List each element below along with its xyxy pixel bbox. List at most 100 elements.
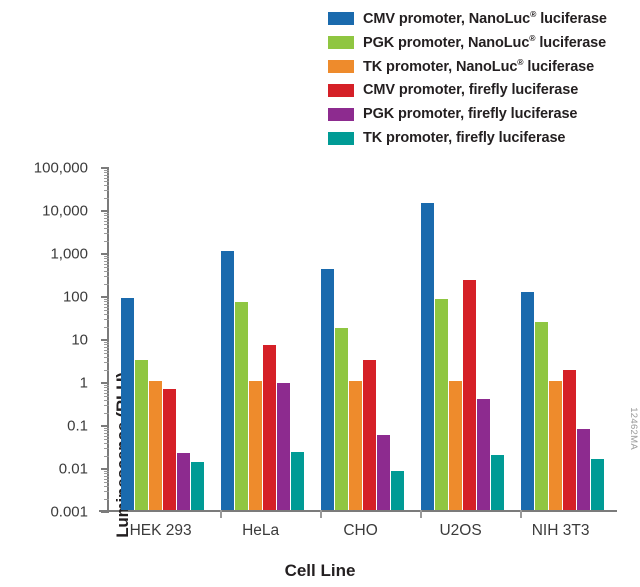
bar — [491, 455, 505, 510]
bar — [377, 435, 391, 510]
catalog-code: 12462MA — [628, 407, 639, 450]
y-axis-minor-tick — [104, 435, 109, 437]
y-axis-minor-tick — [104, 298, 109, 300]
y-axis-minor-tick — [104, 228, 109, 230]
y-axis-minor-tick — [104, 443, 109, 445]
legend-swatch — [328, 11, 354, 25]
y-axis-minor-tick — [104, 427, 109, 429]
bar — [449, 381, 463, 510]
x-axis-tick — [220, 510, 222, 518]
y-axis-major-tick — [101, 167, 109, 169]
y-axis-minor-tick — [104, 384, 109, 386]
y-axis-tick-label: 0.1 — [67, 417, 88, 435]
y-axis-minor-tick — [104, 255, 109, 257]
y-axis-tick-label: 10,000 — [42, 202, 88, 220]
y-axis-minor-tick — [104, 499, 109, 501]
y-axis-minor-tick — [104, 212, 109, 214]
y-axis-minor-tick — [104, 432, 109, 434]
x-axis-tick — [420, 510, 422, 518]
bar — [335, 328, 349, 510]
y-axis-major-tick — [101, 468, 109, 470]
y-axis-minor-tick — [104, 303, 109, 305]
bar — [477, 399, 491, 510]
y-axis-tick-label: 100 — [62, 288, 88, 306]
x-axis-tick-label: U2OS — [439, 522, 482, 539]
y-axis-major-tick — [101, 339, 109, 341]
y-axis-minor-tick — [104, 220, 109, 222]
y-axis-tick-label: 0.001 — [50, 503, 88, 521]
y-axis-minor-tick — [104, 263, 109, 265]
legend-label: TK promoter, NanoLuc® luciferase — [363, 57, 595, 75]
x-axis-tick — [320, 510, 322, 518]
y-axis-minor-tick — [104, 177, 109, 179]
bar — [135, 360, 149, 510]
plot-area: Luminescence (RLU) — [101, 167, 617, 538]
y-axis-minor-tick — [104, 346, 109, 348]
bar — [249, 381, 263, 510]
y-axis-major-tick — [101, 511, 109, 513]
bar — [277, 382, 291, 510]
y-axis-minor-tick — [104, 314, 109, 316]
bar — [163, 389, 177, 510]
x-axis-tick-label: NIH 3T3 — [531, 522, 590, 539]
legend-swatch — [328, 35, 354, 49]
y-axis-minor-tick — [104, 362, 109, 364]
y-axis-minor-tick — [104, 306, 109, 308]
y-axis-minor-tick — [104, 260, 109, 262]
legend-item: TK promoter, NanoLuc® luciferase — [328, 54, 638, 78]
y-axis-minor-tick — [104, 271, 109, 273]
y-axis-minor-tick — [104, 284, 109, 286]
bar — [363, 360, 377, 510]
bar — [221, 251, 235, 510]
y-axis-minor-tick — [104, 169, 109, 171]
y-axis-minor-tick — [104, 475, 109, 477]
y-axis-minor-tick — [104, 258, 109, 260]
y-axis-minor-tick — [104, 341, 109, 343]
y-axis-minor-tick — [104, 198, 109, 200]
y-axis-minor-tick — [104, 387, 109, 389]
bar — [263, 344, 277, 510]
x-axis-tick-label: HEK 293 — [129, 522, 192, 539]
y-axis-minor-tick — [104, 327, 109, 329]
bar — [535, 322, 549, 510]
y-axis-minor-tick — [104, 190, 109, 192]
bar — [235, 301, 249, 510]
legend-item: CMV promoter, firefly luciferase — [328, 78, 638, 102]
y-axis-minor-tick — [104, 470, 109, 472]
y-axis-minor-tick — [104, 478, 109, 480]
legend-swatch — [328, 59, 354, 73]
bar — [549, 381, 563, 510]
legend-swatch — [328, 131, 354, 145]
y-axis-minor-tick — [104, 491, 109, 493]
y-axis-minor-tick — [104, 400, 109, 402]
y-axis-minor-tick — [104, 172, 109, 174]
bar — [349, 381, 363, 510]
y-axis-major-tick — [101, 382, 109, 384]
y-axis-minor-tick — [104, 430, 109, 432]
y-axis-minor-tick — [104, 174, 109, 176]
y-axis-major-tick — [101, 425, 109, 427]
bar — [521, 291, 535, 510]
x-axis-tick — [520, 510, 522, 518]
bar — [435, 299, 449, 510]
y-axis-minor-tick — [104, 456, 109, 458]
legend-label: CMV promoter, NanoLuc® luciferase — [363, 9, 607, 27]
x-axis-labels: HEK 293 HeLa CHO U2OS NIH 3T3 — [107, 522, 617, 546]
bar — [391, 471, 405, 510]
legend-label: TK promoter, firefly luciferase — [363, 130, 566, 146]
y-axis-minor-tick — [104, 438, 109, 440]
legend-label: PGK promoter, NanoLuc® luciferase — [363, 33, 607, 51]
legend-item: PGK promoter, NanoLuc® luciferase — [328, 30, 638, 54]
y-axis-tick-label: 0.01 — [58, 460, 88, 478]
y-axis-minor-tick — [104, 319, 109, 321]
y-axis-major-tick — [101, 296, 109, 298]
bar — [291, 452, 305, 510]
bar — [421, 202, 435, 510]
bar — [563, 370, 577, 510]
bar — [191, 462, 205, 510]
y-axis-minor-tick — [104, 481, 109, 483]
y-axis-minor-tick — [104, 389, 109, 391]
y-axis-minor-tick — [104, 241, 109, 243]
y-axis-minor-tick — [104, 223, 109, 225]
legend-item: TK promoter, firefly luciferase — [328, 126, 638, 150]
